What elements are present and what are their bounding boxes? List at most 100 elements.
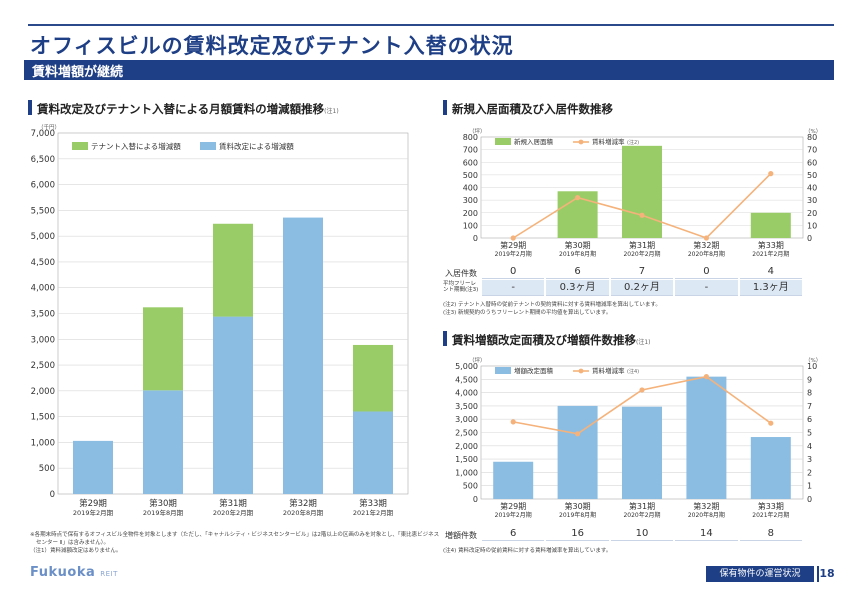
chart2-rate-point [639,212,645,218]
chart2-xtick-sublabel: 2019年2月期 [495,250,532,258]
chart2-xtick-label: 第31期 [629,240,655,250]
chart3-xtick-sublabel: 2019年2月期 [495,511,532,519]
chart3-y2tick-label: 7 [807,402,812,411]
chart1-ytick-label: 0 [50,490,55,500]
chart3-y2tick-label: 2 [807,468,812,477]
chart1-legend-label: 賃料改定による増減額 [219,141,294,151]
chart1-ytick-label: 3,500 [31,310,55,320]
table2-free-rent-cell: 1.3ヶ月 [739,280,802,296]
chart1-ytick-label: 5,500 [31,206,55,216]
chart2-note-1: (注2) テナント入替時の従前テナントの契約賃料に対する賃料増減率を算出していま… [443,302,661,308]
table2-free-rent-cell: 0.2ヶ月 [610,280,674,296]
chart2-y2tick-label: 50 [807,171,817,180]
table3-increase-count-cell: 10 [610,526,674,541]
chart2-unit-right: （%） [805,128,821,135]
chart3-y2tick-label: 1 [807,482,812,491]
table3-increase-count-cell: 6 [482,526,545,541]
chart3-title: 賃料増額改定面積及び増額件数推移(注1) [452,332,651,348]
chart3-xtick-label: 第33期 [758,501,784,511]
chart1-title-note: (注1) [324,108,339,115]
section-marker [443,100,447,115]
chart2-ytick-label: 500 [463,171,478,180]
chart3-xtick-sublabel: 2020年2月期 [623,511,660,519]
chart3-unit-right: （%） [805,357,821,364]
chart2-bar [622,145,662,238]
chart2-ytick-label: 800 [463,133,478,142]
chart2-note-2: (注3) 新規契約のうちフリーレント期間の平均値を算出しています。 [443,310,612,316]
chart2-ytick-label: 100 [463,221,478,230]
chart2-ytick-label: 700 [463,146,478,155]
table2-lease-count-cell: 6 [546,264,609,279]
chart2-legend-line-note: (注2) [627,139,639,146]
chart2-y2tick-label: 60 [807,158,817,167]
chart3-y2tick-label: 5 [807,429,812,438]
chart1-bar-rent-revision [73,440,113,494]
chart3-ytick-label: 5,000 [455,362,478,371]
chart2-ytick-label: 200 [463,209,478,218]
left-note-2: センター Ⅱ」は含みません）。 [36,540,110,546]
chart3-legend-bar-label: 増額改定面積 [514,366,554,375]
chart1-xtick-sublabel: 2019年2月期 [73,508,114,517]
chart2-bar [750,212,791,238]
chart2-rate-point [703,235,710,241]
table2-lease-count-cell: 4 [739,264,802,279]
chart3-xtick-label: 第29期 [500,501,526,511]
chart1-xtick-label: 第30期 [149,498,177,509]
chart2-ytick-label: 300 [463,196,478,205]
chart2-rate-point [575,195,581,201]
table2-lease-count-cell: 0 [675,264,738,279]
chart2-y2tick-label: 10 [807,221,817,230]
chart3-ytick-label: 1,500 [455,455,478,464]
page-number: 18 [817,566,835,582]
chart2-y2tick-label: 40 [807,184,817,193]
table3-row1-label: 増額件数 [445,531,477,540]
chart3-y2tick-label: 8 [807,389,812,398]
chart3-y2tick-label: 4 [807,442,812,451]
chart3-y2tick-label: 0 [807,495,812,504]
chart3-xtick-sublabel: 2021年2月期 [752,511,789,519]
chart3-ytick-label: 4,000 [455,389,478,398]
chart2-ytick-label: 400 [463,184,478,193]
chart1-bar-rent-revision [213,316,253,494]
top-rule [28,24,834,26]
chart3-y2tick-label: 10 [807,362,817,371]
chart1-ytick-label: 4,000 [31,284,55,294]
chart1-xtick-label: 第31期 [219,498,247,509]
chart3-bar [686,376,727,499]
chart3-note-1: (注4) 賃料改定時の従前賃料に対する賃料増減率を算出しています。 [443,548,612,554]
chart3-legend-marker [578,368,584,374]
chart3-xtick-label: 第32期 [693,501,719,511]
section-marker [443,331,447,346]
logo-text: Fukuoka [30,565,96,580]
chart1-ytick-label: 1,500 [31,413,55,423]
chart1-legend-swatch-green [72,142,88,150]
chart1-ytick-label: 2,500 [31,361,55,371]
chart3-bar [493,461,534,499]
table3-increase-count-cell: 8 [739,526,802,541]
chart1-title: 賃料改定及びテナント入替による月額賃料の増減額推移(注1) [37,101,339,117]
chart3-rate-point [639,387,645,393]
chart3-legend-line-label: 賃料増減率 [592,366,625,375]
chart1-xtick-label: 第32期 [289,498,317,509]
chart3-ytick-label: 2,500 [455,429,478,438]
chart3-xtick-label: 第31期 [629,501,655,511]
chart2-y2tick-label: 20 [807,209,817,218]
page-subtitle: 賃料増額が継続 [32,65,124,80]
chart1-xtick-sublabel: 2020年2月期 [213,508,254,517]
chart2-legend-marker [578,139,584,145]
subtitle-band [24,60,834,80]
chart1-legend-swatch-blue [200,142,216,150]
logo-sub-text: REIT [100,570,118,578]
chart3-ytick-label: 3,000 [455,415,478,424]
chart2-y2tick-label: 0 [807,234,812,243]
fukuoka-reit-logo: Fukuoka REIT [30,565,118,580]
chart1-unit-label: （千円） [38,123,60,131]
chart2-title: 新規入居面積及び入居件数推移 [452,102,613,116]
chart1-xtick-sublabel: 2021年2月期 [353,508,394,517]
chart3-legend-swatch-bar [495,367,511,374]
chart3-ytick-label: 1,000 [455,468,478,477]
chart1-legend-label: テナント入替による増減額 [91,141,181,151]
table3-increase-count-cell: 14 [675,526,738,541]
chart3-legend-line-note: (注4) [627,368,639,375]
table2-lease-count-cell: 7 [610,264,674,279]
